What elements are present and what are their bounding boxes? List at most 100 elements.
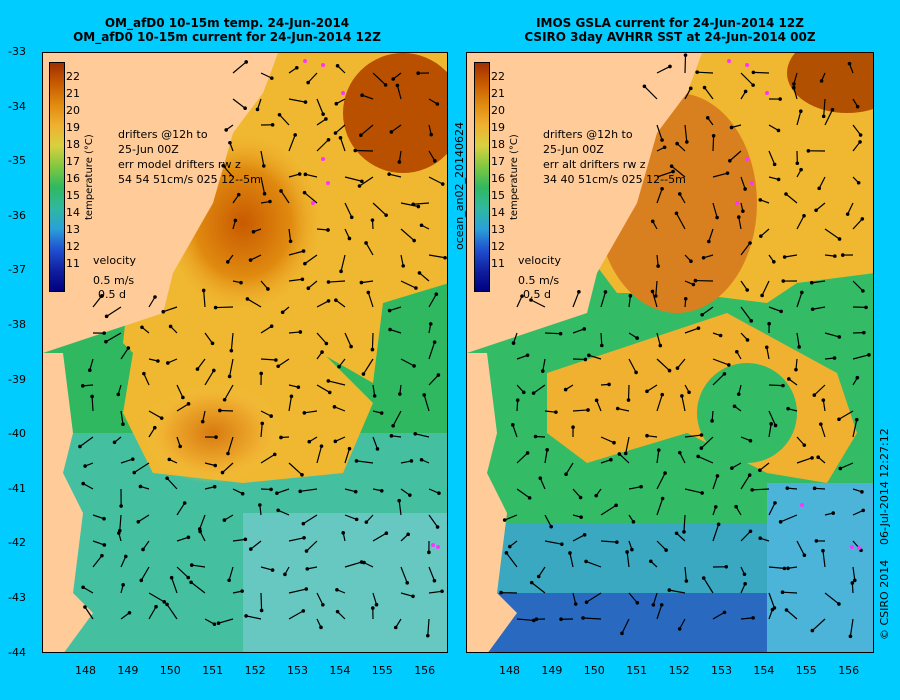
left-title-line2: OM_afD0 10-15m current for 24-Jun-2014 1… (73, 30, 381, 44)
current-vector-head (277, 112, 282, 117)
current-vector-head (80, 384, 85, 388)
current-vector (759, 462, 770, 471)
current-vector-head (408, 493, 412, 497)
current-vector (120, 458, 133, 464)
current-vector (753, 71, 770, 74)
current-vector (222, 165, 234, 178)
current-vector-head (306, 80, 310, 85)
current-vector-head (538, 476, 543, 481)
current-vector-head (236, 192, 241, 197)
current-vector (786, 609, 798, 620)
current-vector-head (298, 330, 303, 334)
current-vector-head (715, 474, 720, 478)
current-vector (140, 566, 150, 581)
current-vector-head (186, 402, 191, 406)
current-vector-head (302, 190, 307, 195)
current-vector (712, 135, 715, 152)
current-vector-head (525, 353, 530, 358)
current-vector (224, 384, 234, 401)
current-vector-head (298, 489, 303, 494)
current-vector (400, 202, 419, 208)
current-vector (738, 216, 742, 230)
current-vector-head (78, 444, 82, 449)
current-vector-head (581, 616, 585, 620)
current-vector-head (90, 394, 94, 399)
current-vector-head (303, 172, 308, 177)
current-vector (700, 436, 714, 449)
current-vector-head (116, 392, 121, 397)
current-vector (824, 228, 840, 240)
current-vector (171, 577, 178, 594)
lon-tick-label: 150 (583, 664, 605, 677)
current-vector (276, 488, 290, 494)
current-vector (419, 272, 430, 282)
current-vector (260, 358, 276, 361)
current-vector-head (227, 374, 232, 379)
current-vector-head (269, 414, 273, 418)
current-vector-head (867, 353, 871, 357)
current-vector-head (715, 215, 719, 220)
current-vector-head (722, 610, 727, 615)
current-vector-head (379, 411, 384, 415)
current-vector-head (780, 590, 785, 595)
current-vector-head (833, 254, 837, 258)
lon-tick-label: 154 (329, 664, 351, 677)
current-vector-head (361, 372, 366, 376)
lat-tick-label: -43 (8, 591, 26, 604)
current-vector (250, 254, 262, 261)
current-vector-head (837, 417, 841, 422)
colorbar-tick-label: 21 (491, 87, 505, 100)
current-vector-head (787, 377, 791, 381)
current-vector-head (527, 496, 532, 500)
current-vector-head (303, 100, 308, 104)
current-vector-head (283, 572, 287, 577)
current-vector-head (682, 530, 686, 534)
current-vector (852, 218, 863, 230)
current-vector-head (416, 71, 420, 76)
colorbar-tick-label: 16 (66, 172, 80, 185)
current-vector-head (700, 312, 704, 317)
current-vector (512, 424, 518, 438)
current-vector (316, 592, 324, 606)
current-vector (504, 514, 518, 521)
current-vector (398, 500, 402, 516)
current-vector-head (821, 548, 825, 553)
current-vector (796, 292, 803, 308)
current-vector-head (617, 452, 622, 456)
current-vector (133, 462, 150, 474)
current-vector (92, 295, 103, 308)
current-vector-head (127, 610, 132, 615)
current-vector-head (743, 187, 747, 191)
current-vector-head (751, 616, 755, 620)
current-vector (811, 618, 826, 632)
current-vector (600, 291, 607, 308)
current-vector-head (838, 466, 843, 471)
current-vector-head (251, 229, 256, 234)
current-vector-head (162, 600, 167, 604)
current-vector (428, 374, 439, 386)
current-vector-head (425, 633, 430, 638)
current-vector-head (594, 398, 599, 403)
current-vector-head (417, 271, 422, 275)
current-vector (740, 280, 748, 291)
current-vector-head (244, 60, 248, 64)
current-vector (852, 566, 856, 581)
current-vector-head (200, 419, 205, 424)
current-vector-head (384, 213, 388, 217)
current-vector (530, 299, 546, 308)
current-vector-head (434, 292, 439, 297)
current-vector-head (716, 522, 721, 527)
current-vector-head (683, 53, 688, 57)
current-vector-head (397, 498, 401, 503)
current-vector-head (255, 107, 260, 112)
current-vector-head (521, 390, 526, 395)
current-vector (199, 514, 206, 530)
current-vector-head (691, 282, 696, 287)
current-vector (815, 202, 826, 211)
current-vector-head (165, 476, 169, 481)
current-vector-head (667, 588, 672, 592)
current-vector-head (816, 455, 820, 460)
current-vector (768, 502, 776, 516)
current-vector-head (700, 491, 704, 495)
current-vector-head (326, 280, 331, 284)
